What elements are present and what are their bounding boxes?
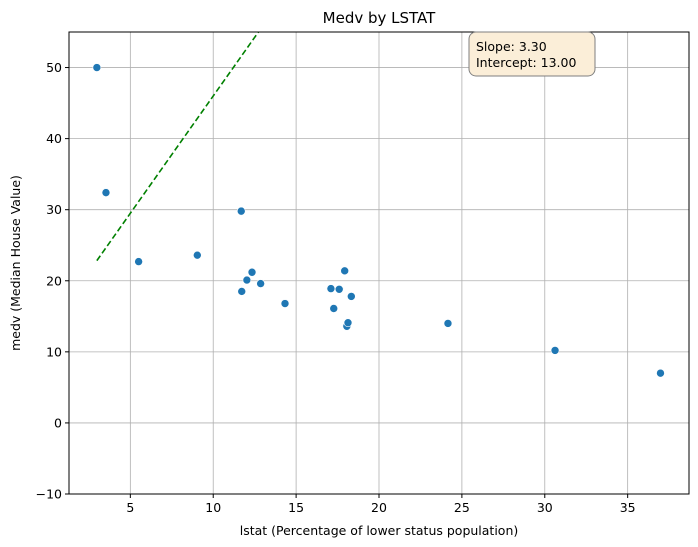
data-point: [347, 292, 356, 301]
x-tick-label: 30: [537, 500, 553, 515]
intercept-text: Intercept: 13.00: [476, 55, 576, 70]
regression-annotation: Slope: 3.30 Intercept: 13.00: [468, 31, 596, 77]
annotation-box: [468, 31, 596, 77]
data-point: [326, 284, 336, 293]
data-point: [334, 284, 344, 294]
y-axis-label: medv (Median House Value): [8, 175, 23, 351]
data-point: [92, 63, 102, 72]
x-tick-label: 15: [288, 500, 304, 515]
data-point: [242, 275, 252, 285]
data-point: [193, 250, 202, 260]
y-tick-label: 30: [46, 202, 62, 217]
y-tick-label: 40: [46, 131, 62, 146]
y-tick-label: −10: [36, 487, 62, 502]
data-points: [92, 63, 665, 378]
data-point: [101, 188, 111, 197]
y-tick-label: 10: [46, 344, 62, 359]
regression-line: [96, 31, 260, 262]
data-point: [247, 267, 257, 277]
x-axis-ticks: 5 10 15 20 25 30 35: [126, 494, 636, 515]
data-point: [343, 318, 353, 328]
x-tick-label: 10: [205, 500, 221, 515]
grid: [69, 32, 689, 495]
data-point: [329, 304, 339, 313]
slope-text: Slope: 3.30: [476, 39, 547, 54]
data-point: [280, 299, 290, 308]
data-point: [443, 319, 453, 328]
data-point: [340, 266, 349, 276]
regression-line-group: [96, 31, 260, 262]
y-tick-label: 0: [54, 415, 62, 430]
y-axis-ticks: −10 0 10 20 30 40 50: [36, 60, 69, 502]
x-tick-label: 5: [126, 500, 134, 515]
chart-title: Medv by LSTAT: [323, 9, 436, 27]
y-tick-label: 50: [46, 60, 62, 75]
data-point: [236, 206, 246, 216]
x-tick-label: 20: [371, 500, 387, 515]
data-point: [550, 346, 560, 355]
data-point: [656, 368, 665, 378]
x-tick-label: 25: [454, 500, 470, 515]
y-tick-label: 20: [46, 273, 62, 288]
data-point: [134, 257, 143, 266]
data-point: [256, 279, 265, 288]
data-point: [237, 287, 247, 296]
x-tick-label: 35: [620, 500, 636, 515]
x-axis-label: lstat (Percentage of lower status popula…: [240, 523, 519, 538]
